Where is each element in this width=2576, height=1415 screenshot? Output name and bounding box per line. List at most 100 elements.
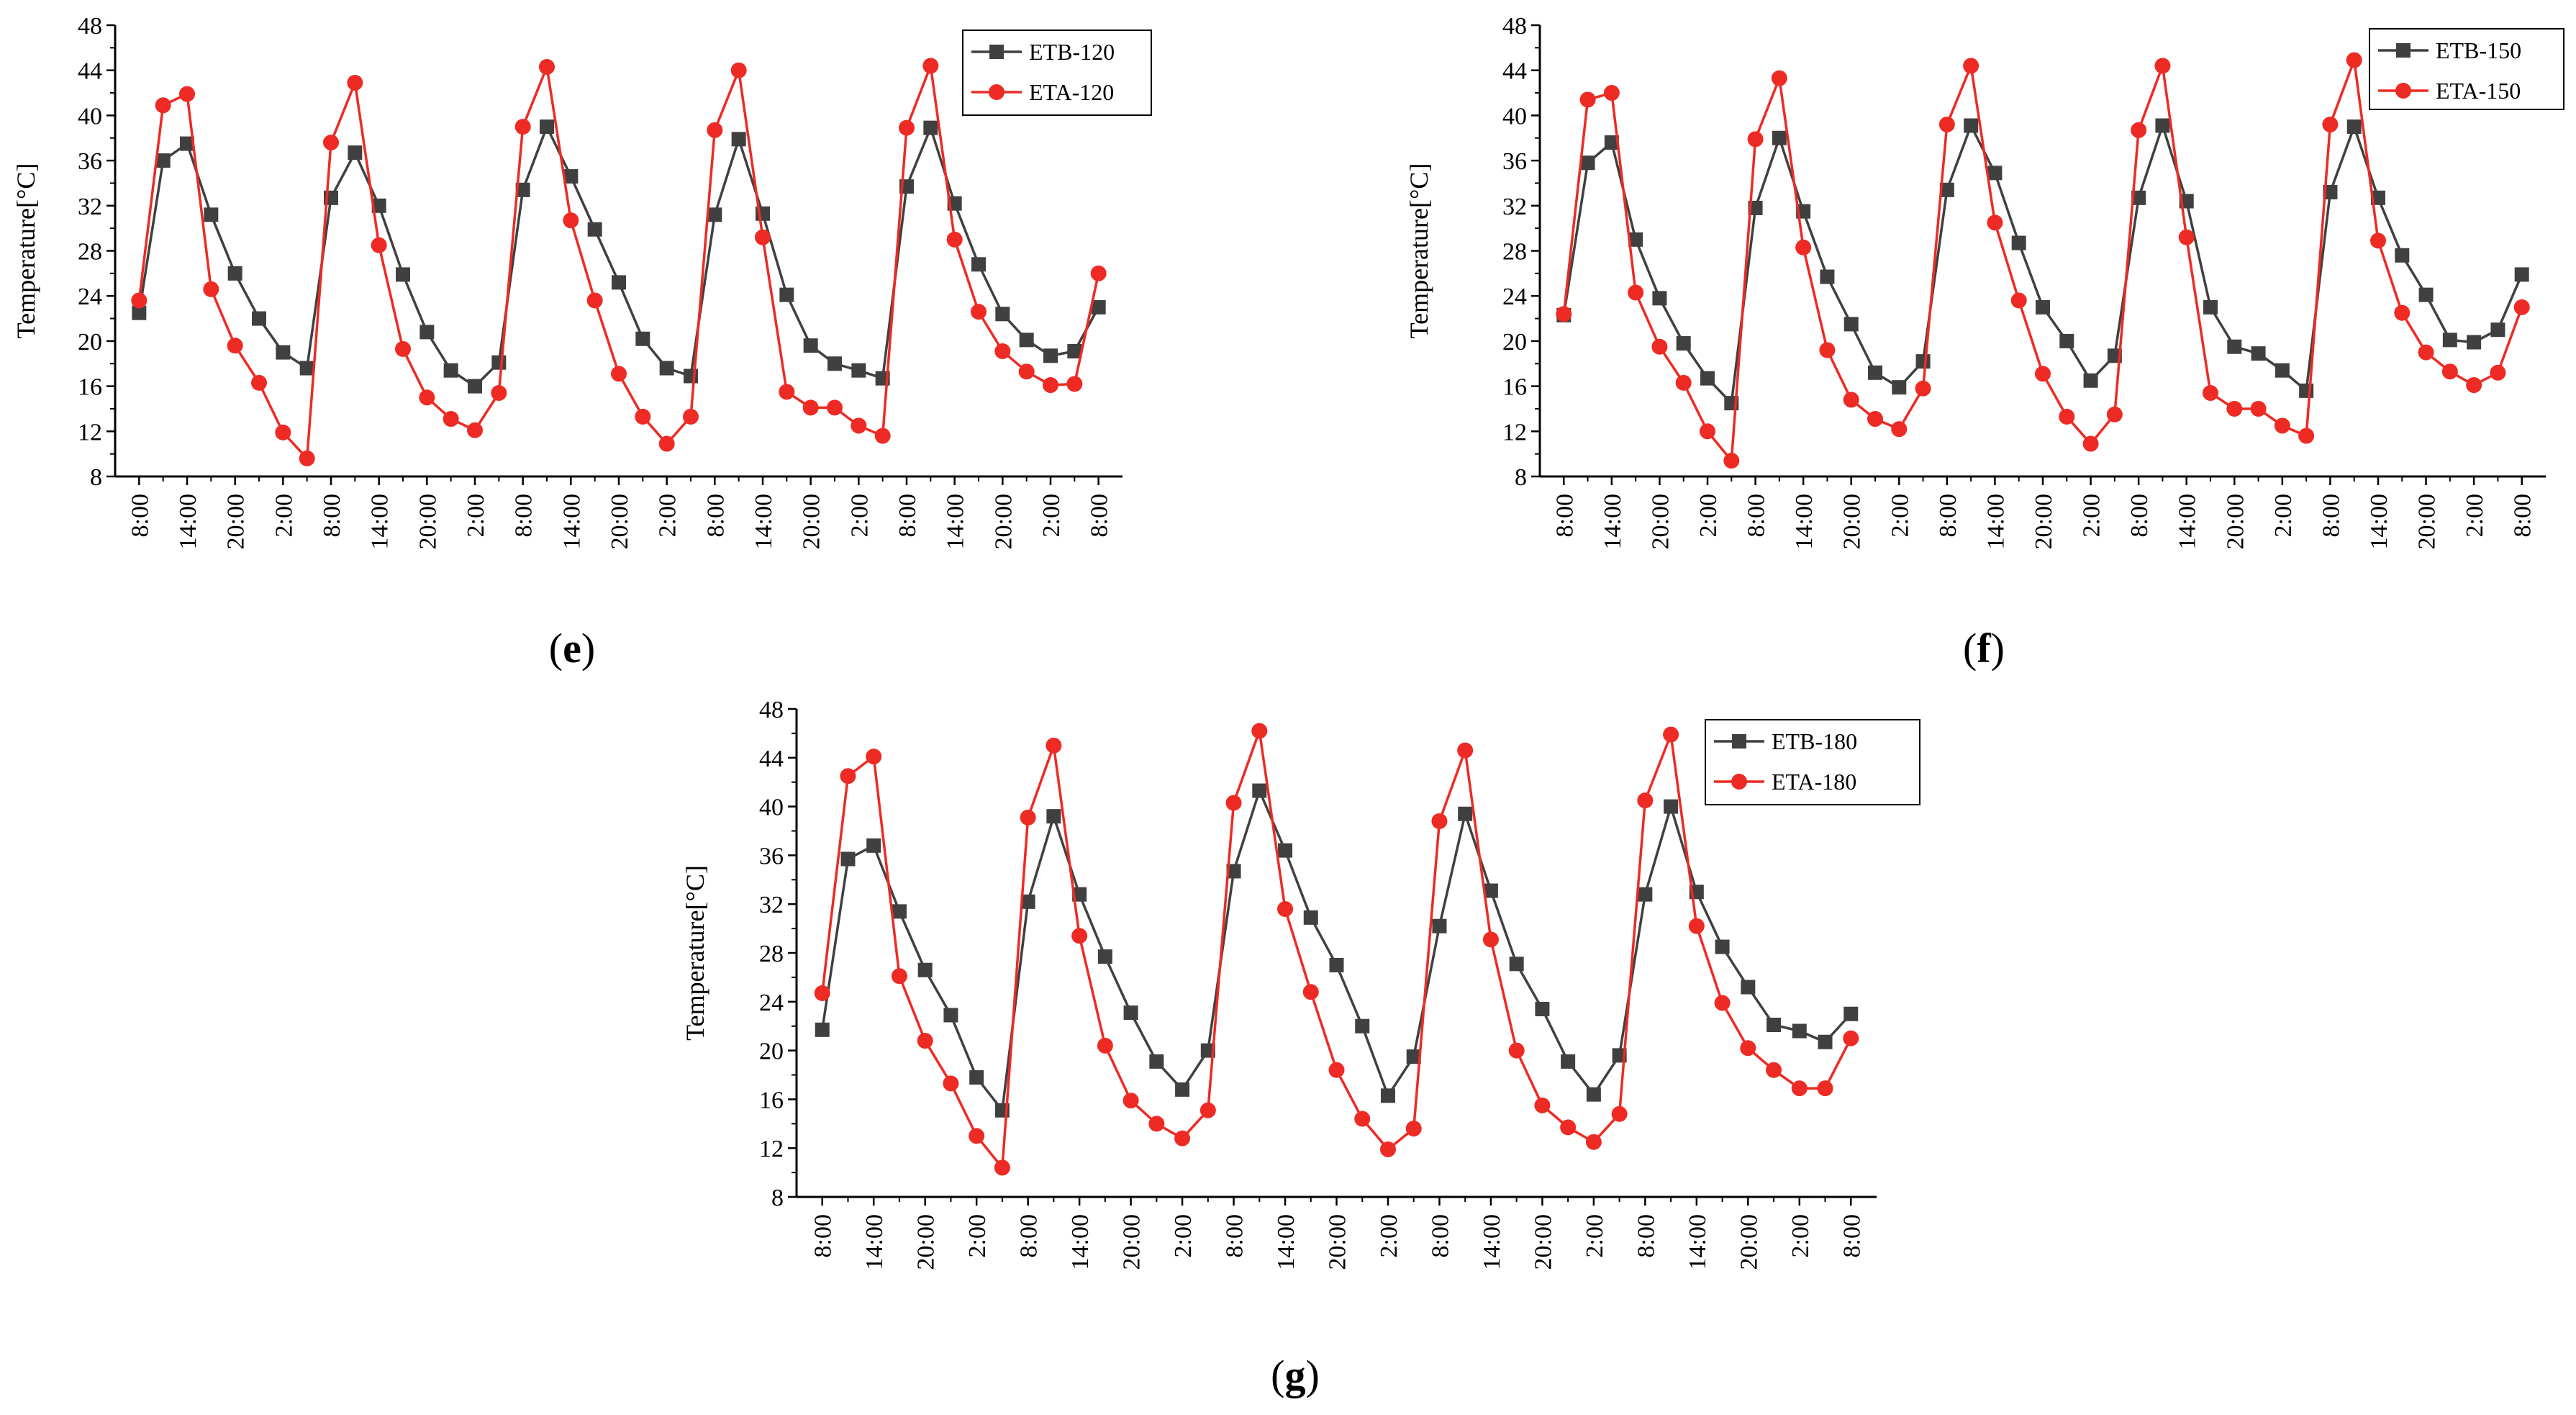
panel-label: (e)	[549, 625, 595, 672]
data-point	[1328, 1062, 1345, 1078]
legend-entry: ETA-120	[1029, 79, 1114, 105]
data-point	[840, 768, 856, 785]
x-tick-label: 8:00	[1551, 494, 1578, 537]
x-tick-label: 2:00	[1038, 494, 1065, 537]
data-point	[1406, 1049, 1421, 1064]
x-tick-label: 8:00	[511, 494, 538, 537]
data-point	[419, 325, 435, 340]
data-point	[2441, 363, 2458, 380]
chart-panel-g: 8 12 16 20 24 28 32 36 40 44 48 Temperature[°C] 8:00…	[681, 697, 1920, 1398]
data-point	[1611, 1106, 1628, 1122]
data-point	[1843, 1030, 1859, 1046]
series-eta-180	[814, 723, 1859, 1176]
data-point	[2010, 292, 2027, 309]
data-point	[1819, 342, 1836, 358]
data-point	[755, 229, 771, 245]
data-point	[2346, 52, 2362, 68]
x-tick-label: 8:00	[702, 494, 729, 537]
data-point	[1604, 135, 1619, 150]
data-point	[1355, 1018, 1370, 1034]
data-point	[1199, 1102, 1216, 1118]
x-tick-label: 20:00	[913, 1214, 940, 1270]
x-tick-label: 14:00	[2174, 494, 2201, 549]
x-tick-label: 20:00	[414, 494, 441, 549]
x-tick-label: 8:00	[1935, 494, 1962, 537]
data-point	[1432, 918, 1447, 933]
legend-entry: ETB-120	[1029, 39, 1115, 65]
data-point	[180, 136, 194, 151]
legend-marker	[2396, 43, 2411, 58]
data-point	[1651, 338, 1668, 355]
data-point	[275, 424, 291, 440]
data-point	[2275, 363, 2290, 378]
data-point	[2322, 116, 2339, 132]
data-point	[779, 384, 795, 400]
data-point	[276, 345, 291, 360]
data-point	[1652, 291, 1667, 306]
data-point	[1123, 1093, 1139, 1109]
legend-marker	[1732, 734, 1746, 749]
data-point	[971, 257, 986, 272]
x-tick-label: 14:00	[1982, 494, 2009, 549]
data-point	[994, 343, 1011, 360]
x-tick-label: 14:00	[943, 494, 969, 549]
data-point	[1964, 118, 1979, 133]
data-point	[155, 153, 171, 168]
x-tick-label: 14:00	[2366, 494, 2393, 549]
x-tick-label: 2:00	[1887, 494, 1913, 537]
data-point	[2131, 122, 2147, 138]
x-tick-label: 20:00	[223, 494, 250, 549]
data-point	[779, 287, 794, 302]
data-point	[347, 74, 363, 91]
data-point	[1043, 377, 1058, 394]
data-point	[971, 304, 987, 320]
data-point	[874, 428, 891, 444]
data-point	[1277, 900, 1294, 917]
x-tick-label: 2:00	[655, 494, 681, 537]
series-eta-120	[131, 58, 1107, 466]
x-tick-label: 20:00	[1530, 1214, 1556, 1270]
data-point	[1509, 957, 1524, 972]
data-point	[611, 366, 627, 382]
data-point	[1747, 131, 1764, 148]
data-point	[2083, 373, 2098, 388]
data-point	[2106, 406, 2123, 422]
x-tick-label: 20:00	[1647, 494, 1674, 549]
x-tick-label: 8:00	[1016, 1214, 1043, 1257]
data-point	[1066, 376, 1083, 392]
data-point	[227, 338, 243, 354]
data-point	[299, 361, 314, 376]
data-point	[1628, 284, 1644, 301]
data-point	[1891, 421, 1908, 438]
data-point	[179, 86, 195, 102]
x-tick-label: 8:00	[1838, 1214, 1865, 1257]
x-tick-label: 20:00	[2031, 494, 2057, 549]
data-point	[515, 182, 530, 197]
data-point	[1939, 182, 1954, 197]
x-tick-label: 2:00	[1170, 1214, 1197, 1257]
x-tick-label: 20:00	[607, 494, 633, 549]
legend-marker	[2395, 83, 2411, 99]
series-eta-150	[1556, 52, 2530, 469]
x-tick-label: 20:00	[2414, 494, 2441, 549]
data-point	[1664, 799, 1679, 814]
y-tick-label: 8	[771, 1185, 784, 1211]
y-axis-title: Temperature[°C]	[1405, 163, 1433, 339]
x-tick-label: 2:00	[846, 494, 873, 537]
data-point	[922, 58, 939, 74]
data-point	[1534, 1097, 1551, 1113]
data-point	[468, 379, 482, 394]
data-point	[491, 385, 507, 402]
data-point	[2203, 385, 2218, 402]
data-point	[2227, 339, 2242, 354]
y-tick-label: 44	[1502, 58, 1527, 85]
x-tick-label: 8:00	[1222, 1214, 1248, 1257]
data-point	[131, 292, 148, 309]
data-point	[395, 340, 411, 357]
data-point	[1767, 1018, 1782, 1033]
data-point	[1766, 1062, 1782, 1078]
data-point	[1585, 1134, 1602, 1150]
data-point	[203, 281, 219, 297]
data-point	[840, 851, 856, 867]
